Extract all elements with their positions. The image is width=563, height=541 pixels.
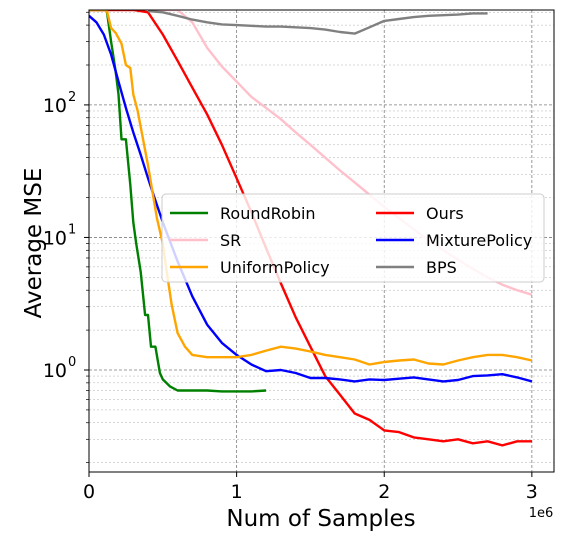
y-tick-exponent: 2 <box>68 90 76 105</box>
x-tick-label: 1 <box>231 481 243 503</box>
legend-box <box>161 193 545 283</box>
series-line-mixturepolicy <box>89 14 533 383</box>
legend-label-mixturepolicy: MixturePolicy <box>426 231 532 250</box>
series-line-uniformpolicy <box>89 10 533 366</box>
series-lines <box>89 10 533 447</box>
series-line-ours <box>89 10 532 447</box>
y-axis-title: Average MSE <box>21 168 47 319</box>
x-tick-label: 3 <box>526 481 538 503</box>
axes <box>88 9 555 473</box>
plot-frame <box>88 9 555 473</box>
y-tick-label: 10 <box>43 360 67 382</box>
y-tick-exponent: 0 <box>68 355 76 370</box>
y-tick-exponent: 1 <box>68 222 76 237</box>
x-axis-offset-label: 1e6 <box>529 506 554 521</box>
x-tick-label: 0 <box>83 481 95 503</box>
legend-label-sr: SR <box>220 231 241 250</box>
legend-label-ours: Ours <box>426 204 464 223</box>
legend: RoundRobin Ours SR MixturePolicy UniformPoli… <box>161 193 545 283</box>
y-tick-label: 10 <box>43 227 67 249</box>
x-tick-label: 2 <box>378 481 390 503</box>
legend-label-uniformpolicy: UniformPolicy <box>220 258 330 277</box>
series-line-bps <box>147 10 488 35</box>
x-axis-title: Num of Samples <box>226 506 415 532</box>
legend-label-bps: BPS <box>426 258 457 277</box>
y-tick-label: 10 <box>43 95 67 117</box>
legend-label-roundrobin: RoundRobin <box>220 204 316 223</box>
